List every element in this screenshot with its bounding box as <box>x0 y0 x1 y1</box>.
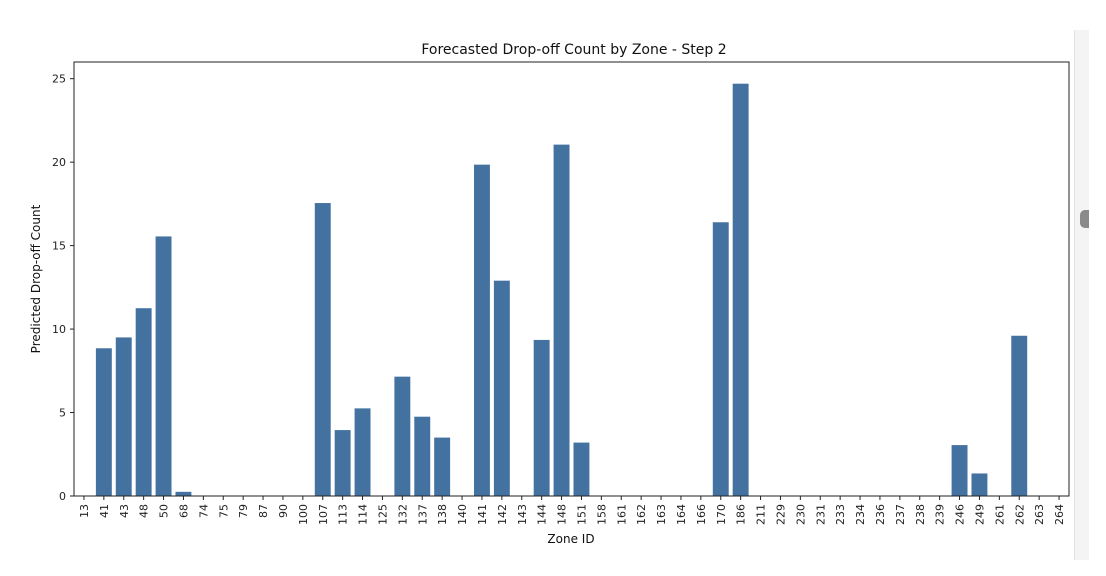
x-tick-label: 13 <box>78 504 91 518</box>
x-tick-label: 144 <box>536 504 549 525</box>
x-tick-label: 239 <box>934 504 947 525</box>
bar-zone-170 <box>712 222 729 496</box>
x-tick-label: 170 <box>715 504 728 525</box>
x-axis: 13 41 43 48 50 68 74 75 79 87 90 100 107 113 114 125 132… <box>78 496 1066 525</box>
x-tick-label: 186 <box>735 504 748 525</box>
x-tick-label: 48 <box>138 504 151 518</box>
bar-zone-68 <box>175 491 192 496</box>
x-axis-label: Zone ID <box>547 532 594 546</box>
x-tick-label: 74 <box>197 504 210 518</box>
x-tick-label: 143 <box>516 504 529 525</box>
x-tick-label: 113 <box>337 504 350 525</box>
x-tick-label: 41 <box>98 504 111 518</box>
x-tick-label: 68 <box>177 504 190 518</box>
bar-zone-148 <box>553 144 570 496</box>
y-tick-label: 10 <box>52 323 66 336</box>
x-tick-label: 141 <box>476 504 489 525</box>
x-tick-label: 229 <box>774 504 787 525</box>
x-tick-label: 43 <box>118 504 131 518</box>
x-tick-label: 246 <box>954 504 967 525</box>
x-tick-label: 140 <box>456 504 469 525</box>
x-tick-label: 164 <box>675 504 688 525</box>
bar-zone-114 <box>354 408 371 496</box>
x-tick-label: 234 <box>854 504 867 525</box>
x-tick-label: 238 <box>914 504 927 525</box>
x-tick-label: 263 <box>1033 504 1046 525</box>
x-tick-label: 262 <box>1013 504 1026 525</box>
bar-zone-141 <box>473 164 490 496</box>
x-tick-label: 79 <box>237 504 250 518</box>
x-tick-label: 114 <box>357 504 370 525</box>
x-tick-label: 211 <box>755 504 768 525</box>
bar-zone-246 <box>951 445 968 496</box>
plot-frame <box>73 61 1070 497</box>
bar-zone-142 <box>493 280 510 496</box>
bar-zone-151 <box>573 442 590 496</box>
y-tick-label: 25 <box>52 73 66 86</box>
x-tick-label: 75 <box>217 504 230 518</box>
scrollbar-thumb[interactable] <box>1080 210 1089 228</box>
bar-zone-262 <box>1011 335 1028 496</box>
x-tick-label: 50 <box>158 504 171 518</box>
x-tick-label: 107 <box>317 504 330 525</box>
x-tick-label: 162 <box>635 504 648 525</box>
x-tick-label: 261 <box>993 504 1006 525</box>
x-tick-label: 100 <box>297 504 310 525</box>
y-tick-label: 0 <box>59 490 66 503</box>
y-tick-label: 15 <box>52 240 66 253</box>
bars-layer <box>95 83 1028 497</box>
bar-zone-113 <box>334 430 351 496</box>
bar-zone-41 <box>95 348 112 496</box>
x-tick-label: 138 <box>436 504 449 525</box>
bar-zone-107 <box>314 203 331 497</box>
bar-zone-50 <box>155 236 172 496</box>
vertical-scrollbar[interactable] <box>1074 30 1089 560</box>
chart-title: Forecasted Drop-off Count by Zone - Step… <box>421 42 726 58</box>
x-tick-label: 125 <box>376 504 389 525</box>
x-tick-label: 148 <box>556 504 569 525</box>
x-tick-label: 161 <box>615 504 628 525</box>
y-tick-label: 20 <box>52 156 66 169</box>
bar-zone-138 <box>434 437 451 496</box>
y-axis: 0 5 10 15 20 25 <box>52 73 74 503</box>
x-tick-label: 158 <box>595 504 608 525</box>
bar-zone-249 <box>971 473 988 496</box>
x-tick-label: 163 <box>655 504 668 525</box>
x-tick-label: 166 <box>695 504 708 525</box>
x-tick-label: 90 <box>277 504 290 518</box>
bar-zone-186 <box>732 83 749 496</box>
x-tick-label: 233 <box>834 504 847 525</box>
y-axis-label: Predicted Drop-off Count <box>29 204 43 353</box>
x-tick-label: 231 <box>814 504 827 525</box>
bar-zone-137 <box>414 416 431 496</box>
x-tick-label: 249 <box>973 504 986 525</box>
y-tick-label: 5 <box>59 407 66 420</box>
x-tick-label: 230 <box>794 504 807 525</box>
bar-zone-144 <box>533 339 550 496</box>
x-tick-label: 137 <box>416 504 429 525</box>
x-tick-label: 236 <box>874 504 887 525</box>
bar-zone-132 <box>394 376 411 496</box>
x-tick-label: 264 <box>1053 504 1066 525</box>
bar-zone-48 <box>135 308 152 496</box>
x-tick-label: 151 <box>575 504 588 525</box>
x-tick-label: 237 <box>894 504 907 525</box>
x-tick-label: 132 <box>396 504 409 525</box>
bar-zone-43 <box>115 337 132 496</box>
x-tick-label: 142 <box>496 504 509 525</box>
x-tick-label: 87 <box>257 504 270 518</box>
